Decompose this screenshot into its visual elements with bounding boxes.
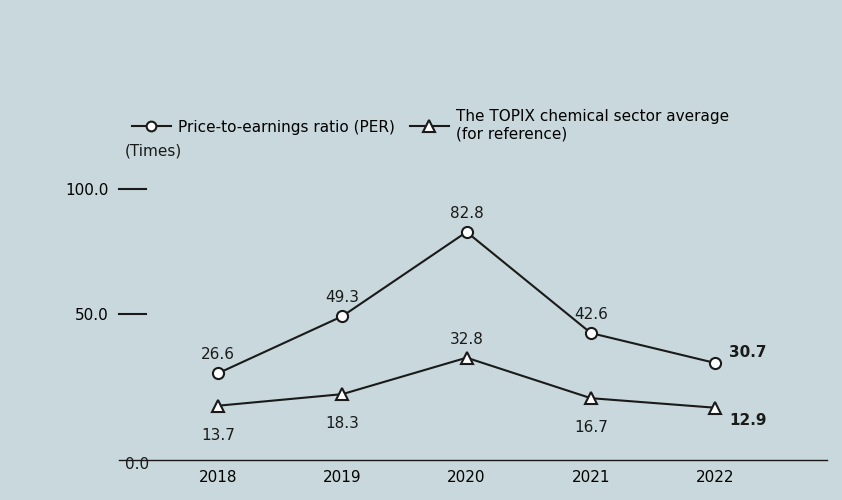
Text: 18.3: 18.3 (325, 416, 360, 432)
Text: 82.8: 82.8 (450, 206, 483, 221)
Text: 13.7: 13.7 (201, 428, 235, 443)
Text: 0.0: 0.0 (125, 456, 149, 471)
Legend: Price-to-earnings ratio (PER), The TOPIX chemical sector average
(for reference): Price-to-earnings ratio (PER), The TOPIX… (126, 104, 735, 148)
Text: 16.7: 16.7 (574, 420, 608, 436)
Text: 26.6: 26.6 (201, 347, 235, 362)
Text: 49.3: 49.3 (325, 290, 360, 305)
Text: 32.8: 32.8 (450, 332, 483, 346)
Text: (Times): (Times) (125, 144, 182, 158)
Text: 30.7: 30.7 (729, 345, 766, 360)
Text: 42.6: 42.6 (574, 307, 608, 322)
Text: 12.9: 12.9 (729, 414, 766, 428)
